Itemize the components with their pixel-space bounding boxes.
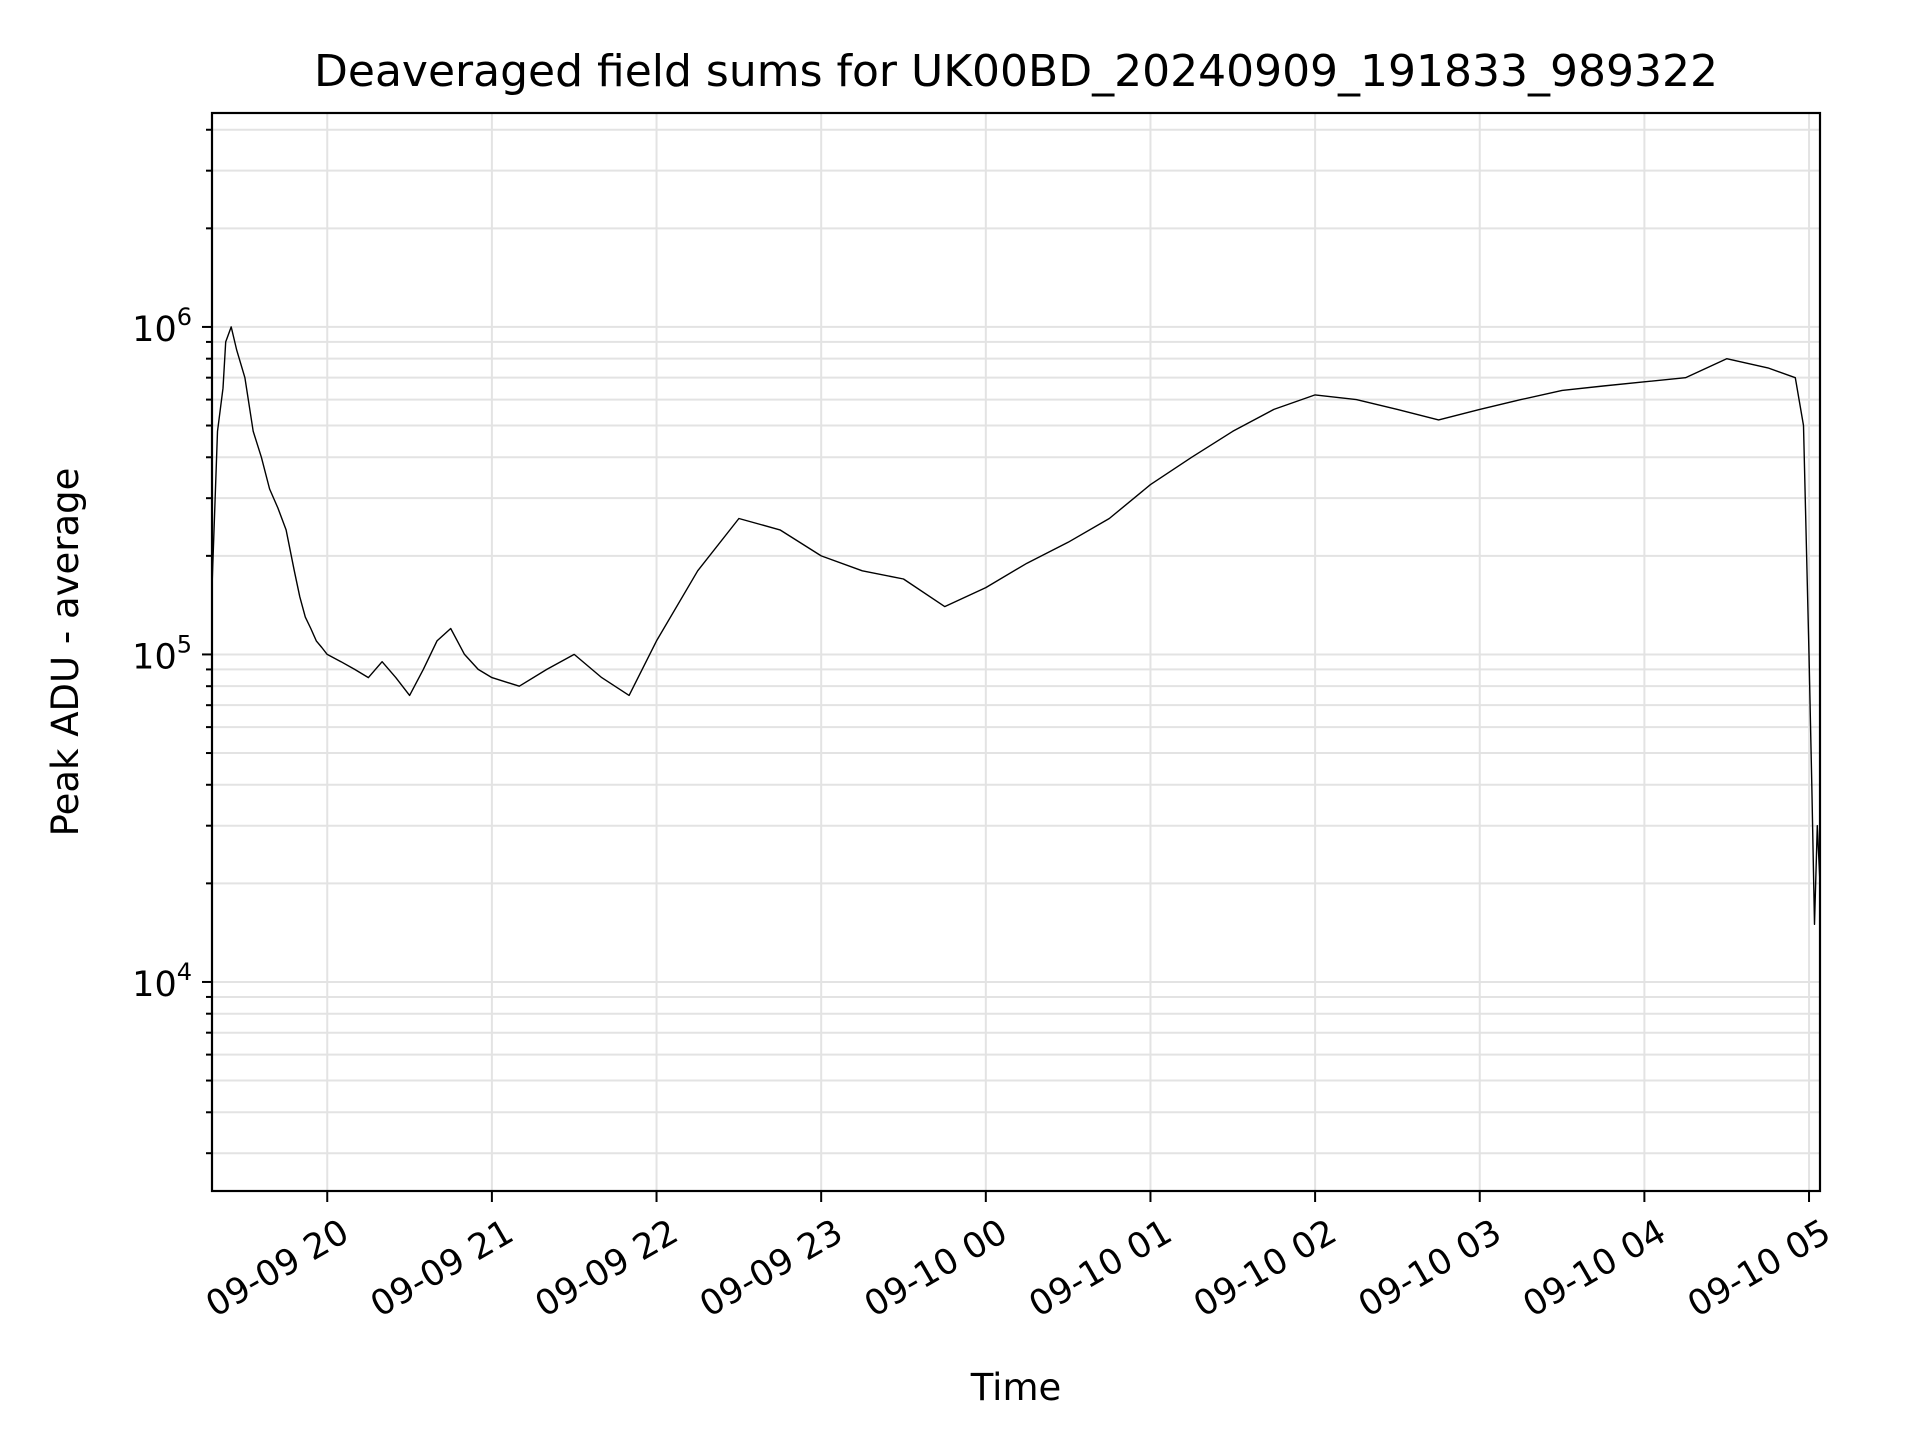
x-tick-label: 09-10 04 <box>1517 1212 1673 1325</box>
x-tick-label: 09-09 23 <box>693 1212 849 1325</box>
x-tick-label: 09-10 00 <box>858 1212 1014 1325</box>
y-tick-label: 106 <box>132 303 192 350</box>
x-tick-label: 09-10 02 <box>1187 1212 1343 1325</box>
y-tick-label: 104 <box>132 958 192 1005</box>
x-tick-label: 09-10 01 <box>1023 1212 1179 1325</box>
series-line <box>211 326 1821 925</box>
y-tick-label: 105 <box>132 630 192 677</box>
x-axis-label: Time <box>970 1366 1062 1409</box>
x-tick-label: 09-09 21 <box>364 1212 520 1325</box>
y-axis: 104 105 106 <box>132 128 212 1155</box>
x-axis: 09-09 20 09-09 21 09-09 22 09-09 23 09-10 00… <box>199 1191 1838 1325</box>
x-tick-label: 09-09 22 <box>529 1212 685 1325</box>
y-axis-label: Peak ADU - average <box>44 468 87 837</box>
series-group <box>211 326 1821 925</box>
x-tick-label: 09-10 03 <box>1352 1212 1508 1325</box>
x-tick-label: 09-09 20 <box>199 1212 355 1325</box>
chart-title: Deaveraged field sums for UK00BD_2024090… <box>314 46 1718 97</box>
grid-lines <box>212 113 1820 1191</box>
plot-frame <box>210 111 1822 1193</box>
x-tick-label: 09-10 05 <box>1681 1212 1837 1325</box>
